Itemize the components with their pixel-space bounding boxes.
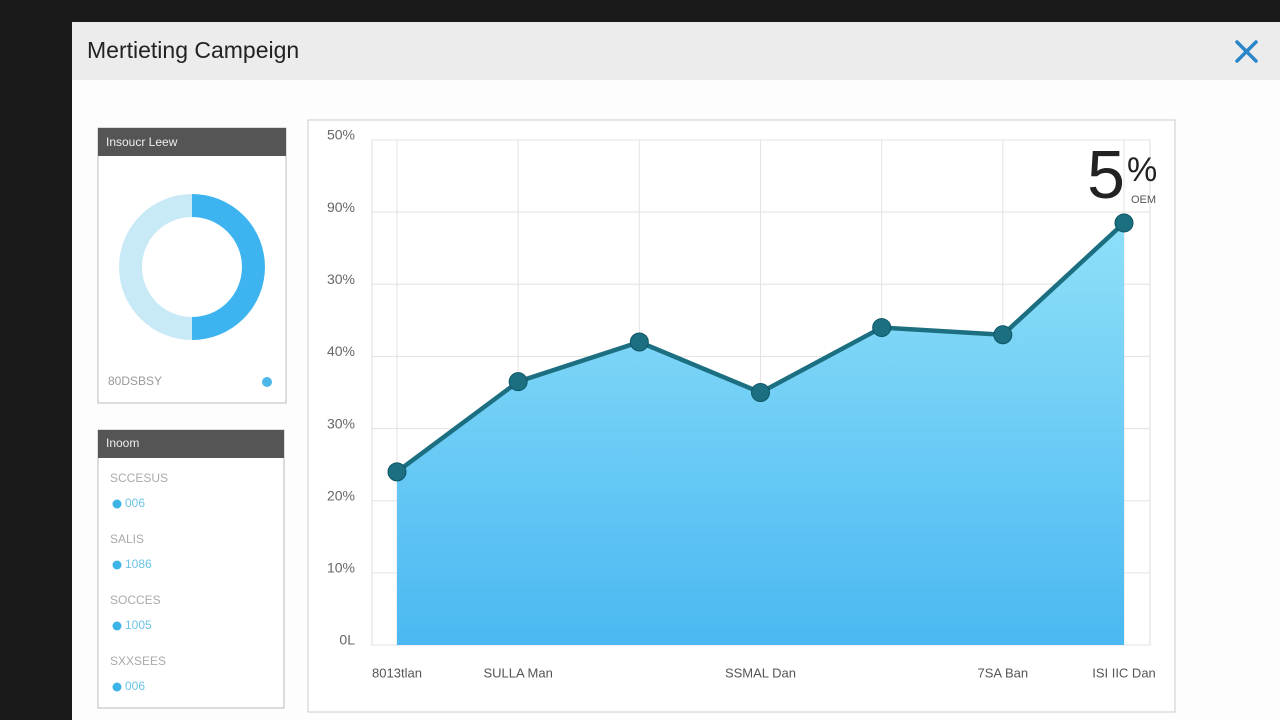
data-point — [993, 325, 1013, 345]
donut-segment — [119, 194, 193, 340]
item-dot — [112, 499, 122, 509]
window-title: Mertieting Campeign — [87, 37, 299, 63]
panel-title: Inoom — [106, 436, 139, 450]
panel — [97, 429, 285, 709]
x-tick-label: SULLA Man — [483, 665, 552, 680]
annotation-number: 5 — [1087, 137, 1125, 213]
y-tick-label: 10% — [327, 560, 355, 576]
status-dot — [262, 377, 272, 387]
data-point — [629, 332, 649, 352]
item-value: 006 — [125, 679, 145, 693]
data-point — [387, 462, 407, 482]
item-value: 006 — [125, 496, 145, 510]
y-tick-label: 0L — [339, 632, 355, 648]
annotation-sub: OEM — [1131, 194, 1156, 206]
item-label: SXXSEES — [110, 654, 166, 668]
item-label: SOCCES — [110, 593, 161, 607]
area-fill — [397, 222, 1124, 645]
item-dot — [112, 682, 122, 692]
data-point — [872, 318, 892, 338]
item-dot — [112, 560, 122, 570]
item-label: SALIS — [110, 532, 144, 546]
x-tick-label: ISI IIC Dan — [1092, 665, 1156, 680]
item-value: 1086 — [125, 557, 152, 571]
y-tick-label: 50% — [327, 127, 355, 143]
title-bar — [72, 22, 1280, 80]
close-button[interactable] — [1235, 40, 1258, 63]
x-tick-label: SSMAL Dan — [725, 665, 796, 680]
annotation-unit: % — [1127, 151, 1157, 189]
y-tick-label: 20% — [327, 487, 355, 503]
y-tick-label: 30% — [327, 271, 355, 287]
data-point — [751, 383, 770, 402]
item-dot — [112, 621, 122, 631]
x-tick-label: 8013tlan — [372, 665, 422, 680]
panel-title: Insoucr Leew — [106, 135, 178, 149]
item-value: 1005 — [125, 618, 152, 632]
data-point — [1114, 213, 1134, 233]
y-tick-label: 40% — [327, 343, 355, 359]
y-tick-label: 30% — [327, 415, 355, 431]
x-tick-label: 7SA Ban — [978, 665, 1029, 680]
panel-header — [98, 430, 284, 458]
data-point — [508, 372, 528, 392]
panel-header — [98, 128, 286, 156]
y-tick-label: 90% — [327, 199, 355, 215]
panel-footer: 80DSBSY — [108, 374, 162, 388]
item-label: SCCESUS — [110, 471, 168, 485]
donut-segment — [191, 194, 265, 340]
